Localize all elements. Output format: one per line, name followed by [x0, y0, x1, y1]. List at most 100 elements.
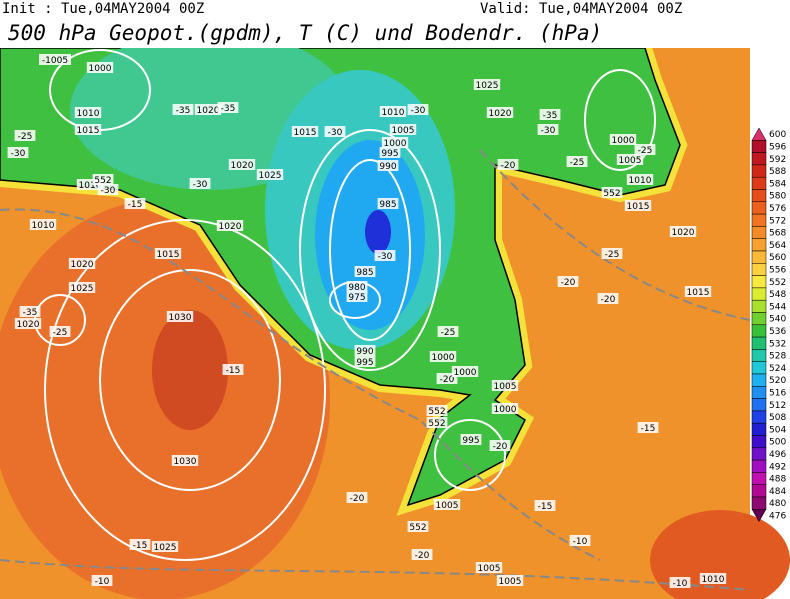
label-box [7, 147, 29, 158]
label-box [129, 539, 151, 550]
contour-label: 552 [409, 523, 426, 533]
label-box [14, 318, 42, 329]
colorbar-cell [751, 459, 767, 473]
label-box [426, 405, 448, 416]
colorbar-label: 568 [769, 229, 786, 239]
header-bg [0, 0, 750, 48]
contour-label: 552 [94, 176, 111, 186]
contour-label: -10 [673, 579, 688, 589]
label-box [497, 159, 519, 170]
label-box [426, 417, 448, 428]
label-box [537, 124, 559, 135]
label-box [381, 137, 409, 148]
label-box [436, 373, 458, 384]
colorbar-cell [751, 140, 767, 153]
contour-label: 1000 [432, 353, 455, 363]
colorbar-label: 480 [769, 499, 786, 509]
contour-label: -30 [101, 186, 116, 196]
contour-label: 990 [379, 162, 396, 172]
label-box [171, 455, 199, 466]
colorbar-label: 516 [769, 388, 786, 398]
contour-label: 1005 [392, 126, 415, 136]
label-box [407, 104, 429, 115]
contour-label: -30 [378, 252, 393, 262]
colorbar-cell [751, 496, 767, 510]
colorbar-cell [751, 176, 767, 190]
colorbar-cell [751, 336, 767, 350]
contour-label: 1015 [157, 250, 180, 260]
contour-label: -30 [411, 106, 426, 116]
hot-core [650, 510, 790, 599]
valid-time: Valid: Tue,04MAY2004 00Z [480, 1, 682, 17]
label-box [74, 124, 102, 135]
contour-label: 1020 [71, 260, 94, 270]
label-box [669, 577, 691, 588]
contour-label: 980 [348, 283, 365, 293]
label-box [97, 184, 119, 195]
label-box [39, 54, 71, 65]
contour-label: 1000 [384, 139, 407, 149]
contour-label: 1005 [499, 577, 522, 587]
contour-label: 1005 [478, 564, 501, 574]
label-box [637, 422, 659, 433]
colorbar-label: 496 [769, 450, 786, 460]
label-box [74, 107, 102, 118]
colorbar-label: 592 [769, 155, 786, 165]
contour-label: -15 [538, 502, 553, 512]
label-box [354, 266, 376, 277]
label-box [166, 311, 194, 322]
contour-label: -20 [440, 375, 455, 385]
contour-label: 1010 [382, 108, 405, 118]
label-box [491, 380, 519, 391]
contour-label: 552 [428, 419, 445, 429]
contour-label: 995 [356, 358, 373, 368]
label-box [379, 106, 407, 117]
contour-label: -35 [221, 104, 236, 114]
label-box [460, 434, 482, 445]
colorbar-cell [751, 373, 767, 387]
colorbar-cell [751, 447, 767, 461]
colorbar-label: 512 [769, 401, 786, 411]
label-box [291, 126, 319, 137]
contour-label: 995 [381, 149, 398, 159]
label-box [377, 198, 399, 209]
contour-label: 1020 [17, 320, 40, 330]
isobars [34, 49, 656, 561]
colorbar-label: 488 [769, 475, 786, 485]
colorbar-cell [751, 398, 767, 412]
colorbar-label: 504 [769, 425, 786, 435]
contour-label: -15 [641, 424, 656, 434]
colorbar-cell [751, 213, 767, 227]
contour-label: 985 [356, 268, 373, 278]
isotherms [0, 149, 751, 591]
contour-label: 995 [462, 436, 479, 446]
label-box [92, 174, 114, 185]
contour-label: -20 [493, 442, 508, 452]
label-box [217, 102, 239, 113]
contour-label: 1000 [454, 368, 477, 378]
label-box [154, 248, 182, 259]
cold-core [365, 210, 391, 254]
colorbar-cell [751, 152, 767, 166]
label-box [473, 79, 501, 90]
contour-label: -25 [18, 132, 33, 142]
label-box [557, 276, 579, 287]
colorbar-cell [751, 299, 767, 313]
colorbar-cell [751, 386, 767, 399]
contour-label: -15 [226, 366, 241, 376]
contour-label: 1015 [687, 288, 710, 298]
colorbar: 600 596 592 588 584 580 576 572 568 564 560 556 552 5… [751, 127, 786, 523]
colorbar-cell [751, 472, 767, 485]
label-box [189, 178, 211, 189]
contour-label: 1010 [702, 575, 725, 585]
contour-label: 1000 [494, 405, 517, 415]
contour-label: 1010 [79, 181, 102, 191]
label-box [475, 562, 503, 573]
label-box [354, 345, 376, 356]
contour-label: -35 [176, 106, 191, 116]
contour-label: -30 [11, 149, 26, 159]
contour-label: 990 [356, 347, 373, 357]
contour-label: 1005 [494, 382, 517, 392]
colorbar-label: 532 [769, 339, 786, 349]
